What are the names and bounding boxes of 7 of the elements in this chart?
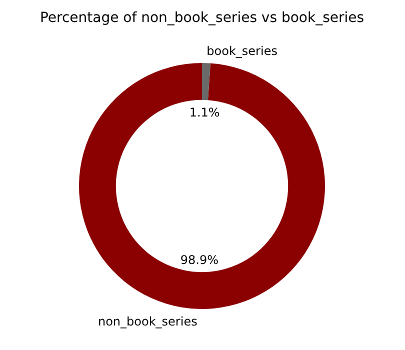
slice-label: book_series — [206, 44, 278, 58]
donut-slice — [202, 63, 210, 100]
data-label: 98.9% — [180, 252, 219, 267]
data-label: 1.1% — [189, 105, 220, 120]
donut-slice — [79, 63, 325, 309]
chart-title: Percentage of non_book_series vs book_series — [40, 10, 364, 26]
slice-label: non_book_series — [98, 314, 198, 328]
